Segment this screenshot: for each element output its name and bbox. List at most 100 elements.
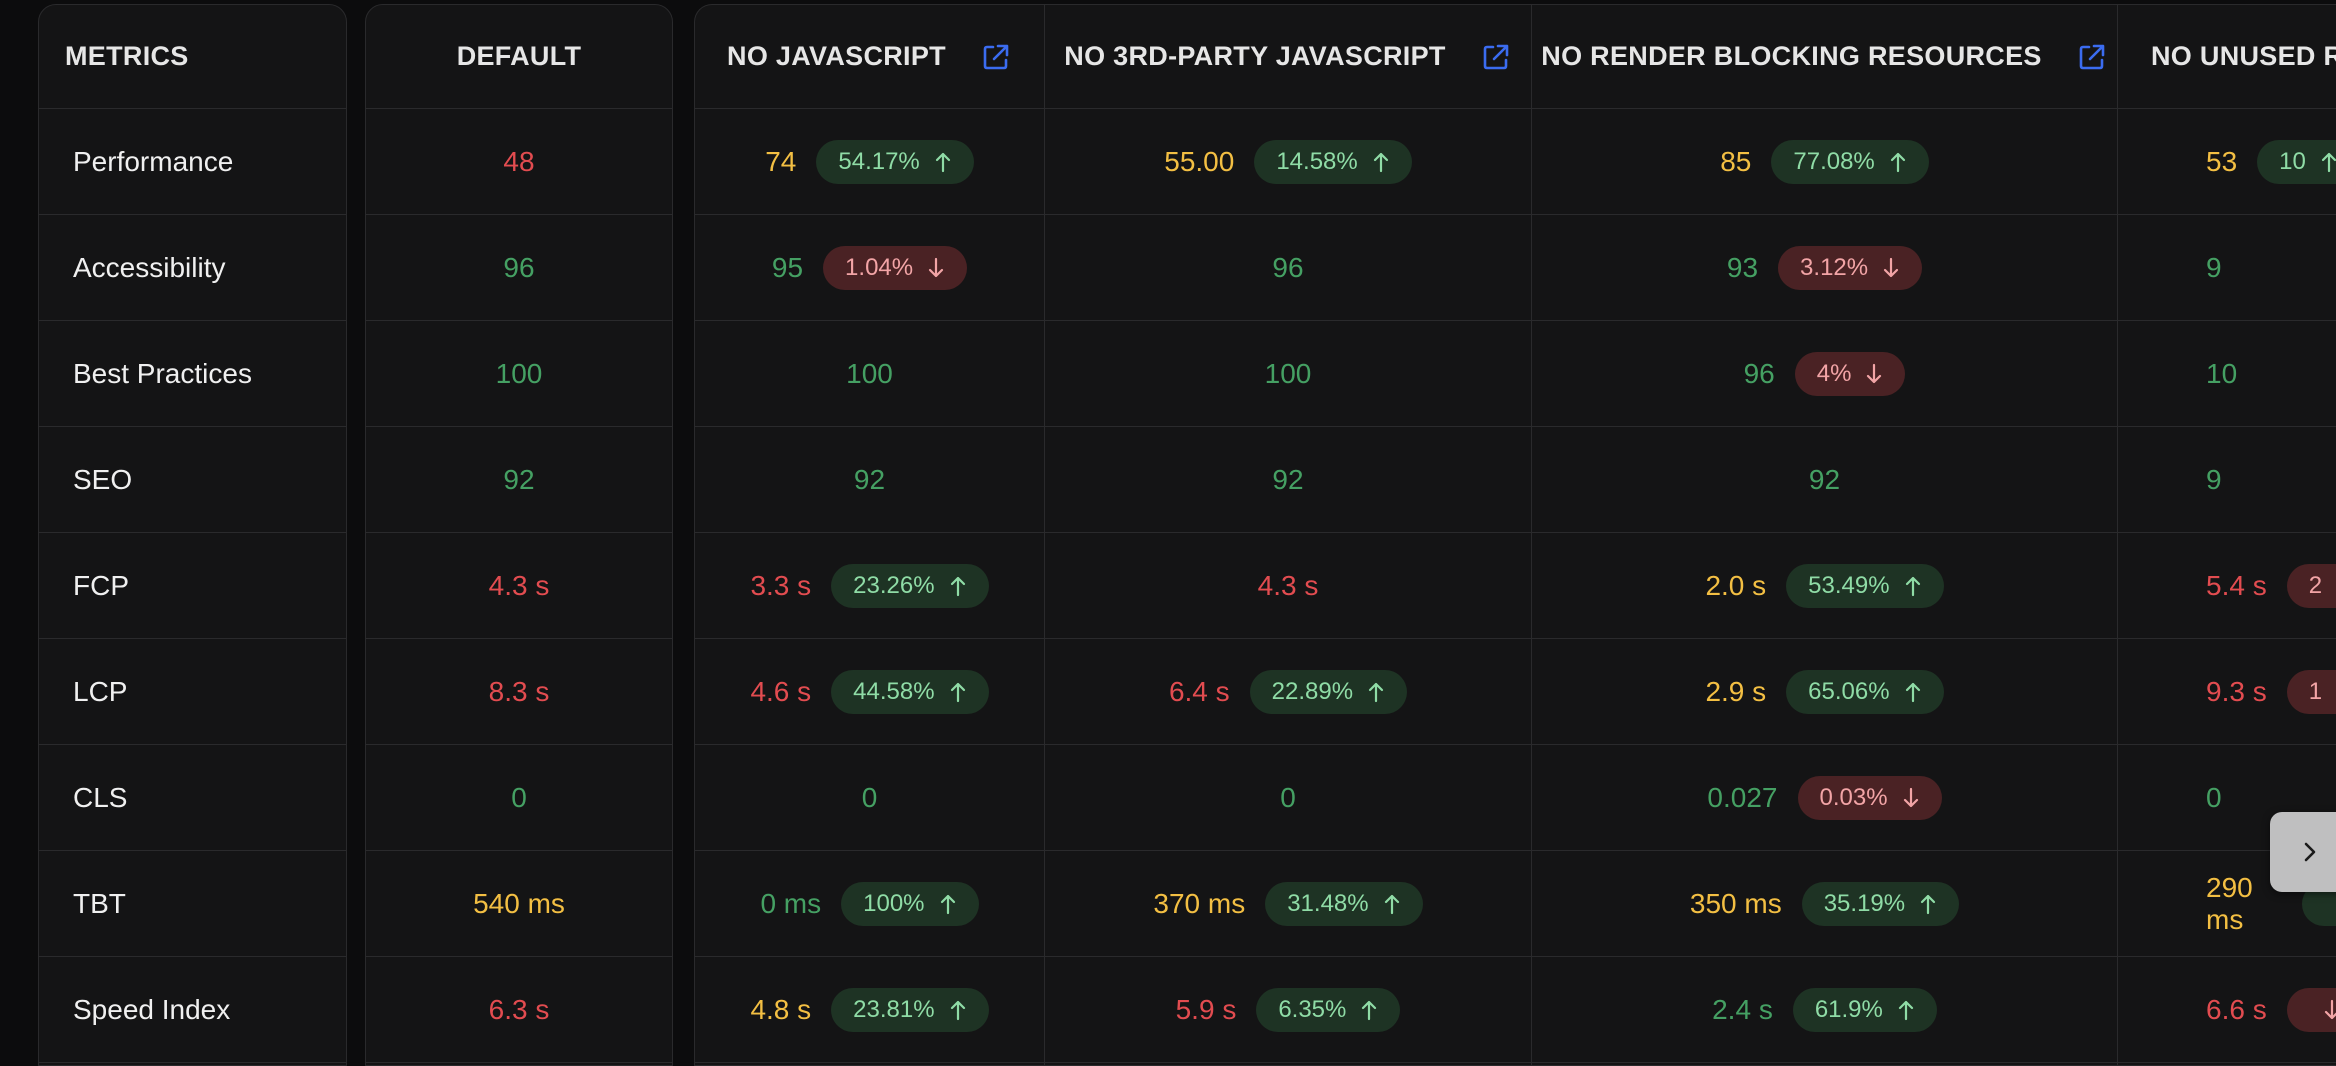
arrow-down-icon bbox=[1865, 363, 1883, 385]
delta-percent: 23.81% bbox=[853, 995, 935, 1023]
delta-percent: 61.9% bbox=[1814, 995, 1883, 1023]
score-value: 92 bbox=[1272, 463, 1304, 495]
score-value: 85 bbox=[1720, 145, 1752, 177]
comparison-cell: 85 77.08% bbox=[1532, 109, 2117, 215]
comparison-cell: 92 bbox=[695, 427, 1044, 533]
comparison-cell: 0.027 0.03% bbox=[1532, 745, 2117, 851]
default-row: 6.3 s bbox=[366, 957, 672, 1063]
comparison-table[interactable]: NO JAVASCRIPT 74 54.17% 95 1.04% 100 92 3.3 s 23… bbox=[694, 4, 2336, 1066]
default-row: 96 bbox=[366, 215, 672, 321]
arrow-up-icon bbox=[1360, 999, 1378, 1021]
score-value: 6.3 s bbox=[488, 993, 550, 1025]
comparison-cell: 0 bbox=[2118, 745, 2336, 851]
score-value: 2.9 s bbox=[1705, 675, 1767, 707]
improvement-badge: 100% bbox=[841, 881, 979, 926]
comparison-cell: 53 10 bbox=[2118, 109, 2336, 215]
score-value: 4.8 s bbox=[750, 993, 812, 1025]
arrow-up-icon bbox=[1889, 151, 1907, 173]
arrow-up-icon bbox=[949, 999, 967, 1021]
comparison-header-label: NO 3RD-PARTY JAVASCRIPT bbox=[1064, 41, 1446, 71]
comparison-header: NO JAVASCRIPT bbox=[695, 5, 1044, 109]
score-value: 93 bbox=[1726, 251, 1759, 283]
scroll-next-button[interactable] bbox=[2270, 812, 2336, 892]
arrow-up-icon bbox=[1372, 151, 1390, 173]
metrics-header: METRICS bbox=[39, 5, 346, 109]
arrow-down-icon bbox=[927, 257, 945, 279]
comparison-cell: 95 1.04% bbox=[695, 215, 1044, 321]
score-value: 96 bbox=[1743, 357, 1775, 389]
external-link-icon[interactable] bbox=[1480, 41, 1512, 73]
comparison-column: NO JAVASCRIPT 74 54.17% 95 1.04% 100 92 3.3 s 23… bbox=[695, 5, 1045, 1065]
arrow-up-icon bbox=[949, 681, 967, 703]
regression-badge: 2 bbox=[2286, 563, 2336, 608]
score-value: 92 bbox=[1808, 463, 1841, 495]
comparison-cell: 2.9 s 65.06% bbox=[1532, 639, 2117, 745]
arrow-up-icon bbox=[949, 575, 967, 597]
delta-percent: 35.19% bbox=[1823, 889, 1906, 917]
improvement-badge: 54.17% bbox=[816, 139, 974, 184]
comparison-cell: 6.6 s bbox=[2118, 957, 2336, 1063]
default-row: 540 ms bbox=[366, 851, 672, 957]
improvement-badge: 44.58% bbox=[831, 669, 989, 714]
score-value: 0 bbox=[1280, 781, 1296, 813]
comparison-cell: 4.8 s 23.81% bbox=[695, 957, 1044, 1063]
comparison-cell: 0 ms 100% bbox=[695, 851, 1044, 957]
chevron-right-icon bbox=[2304, 842, 2316, 862]
metrics-column: METRICS Performance Accessibility Best Pra… bbox=[38, 4, 347, 1066]
delta-percent: 22.89% bbox=[1271, 677, 1354, 705]
comparison-cell: 4.3 s bbox=[1045, 533, 1531, 639]
delta-percent: 14.58% bbox=[1276, 147, 1358, 175]
comparison-cell: 92 bbox=[1532, 427, 2117, 533]
comparison-cell: 100 bbox=[1045, 321, 1531, 427]
regression-badge: 1.04% bbox=[823, 245, 968, 290]
default-row: 4.3 s bbox=[366, 533, 672, 639]
external-link-icon[interactable] bbox=[980, 41, 1012, 73]
improvement-badge: 6.35% bbox=[1256, 987, 1401, 1032]
metric-label: Best Practices bbox=[39, 321, 346, 427]
improvement-badge: 31.48% bbox=[1265, 881, 1423, 926]
comparison-cell: 6.4 s 22.89% bbox=[1045, 639, 1531, 745]
arrow-up-icon bbox=[2320, 151, 2336, 173]
delta-percent: 54.17% bbox=[838, 147, 920, 175]
improvement-badge: 77.08% bbox=[1771, 139, 1929, 184]
regression-badge: 0.03% bbox=[1797, 775, 1942, 820]
score-value: 10 bbox=[2206, 357, 2238, 389]
score-value: 5.9 s bbox=[1175, 993, 1237, 1025]
default-row: 92 bbox=[366, 427, 672, 533]
comparison-cell: 92 bbox=[1045, 427, 1531, 533]
score-value: 5.4 s bbox=[2206, 569, 2267, 601]
delta-percent: 4% bbox=[1816, 359, 1852, 387]
score-value: 0 bbox=[861, 781, 878, 813]
metric-label: Accessibility bbox=[39, 215, 346, 321]
regression-badge: 4% bbox=[1794, 351, 1906, 396]
score-value: 100 bbox=[846, 357, 893, 389]
default-row: 8.3 s bbox=[366, 639, 672, 745]
delta-percent: 0.03% bbox=[1819, 783, 1888, 811]
delta-percent: 23.26% bbox=[853, 571, 935, 599]
score-value: 0.027 bbox=[1707, 781, 1778, 813]
comparison-header: NO 3RD-PARTY JAVASCRIPT bbox=[1045, 5, 1531, 109]
comparison-cell: 74 54.17% bbox=[695, 109, 1044, 215]
comparison-cell: 2.4 s 61.9% bbox=[1532, 957, 2117, 1063]
score-value: 0 bbox=[2206, 781, 2222, 813]
default-column: DEFAULT 48 96 100 92 4.3 s 8.3 s 0 540 ms 6.3 s bbox=[365, 4, 673, 1066]
score-value: 92 bbox=[853, 463, 886, 495]
improvement-badge: 22.89% bbox=[1249, 669, 1408, 714]
comparison-header-label: NO UNUSED R bbox=[2151, 41, 2336, 71]
delta-percent: 6.35% bbox=[1278, 995, 1347, 1023]
score-value: 95 bbox=[771, 251, 804, 283]
score-value: 6.4 s bbox=[1168, 675, 1230, 707]
score-value: 4.3 s bbox=[488, 569, 550, 601]
improvement-badge: 10 bbox=[2257, 139, 2336, 184]
comparison-header: NO UNUSED R bbox=[2118, 5, 2336, 109]
comparison-cell: 0 bbox=[695, 745, 1044, 851]
external-link-icon[interactable] bbox=[2076, 41, 2108, 73]
arrow-up-icon bbox=[1897, 999, 1915, 1021]
score-value: 96 bbox=[503, 251, 535, 283]
arrow-down-icon bbox=[1902, 787, 1920, 809]
comparison-cell: 100 bbox=[695, 321, 1044, 427]
metric-label: TBT bbox=[39, 851, 346, 957]
metric-label: Performance bbox=[39, 109, 346, 215]
score-value: 9 bbox=[2206, 251, 2222, 283]
score-value: 350 ms bbox=[1689, 887, 1782, 919]
